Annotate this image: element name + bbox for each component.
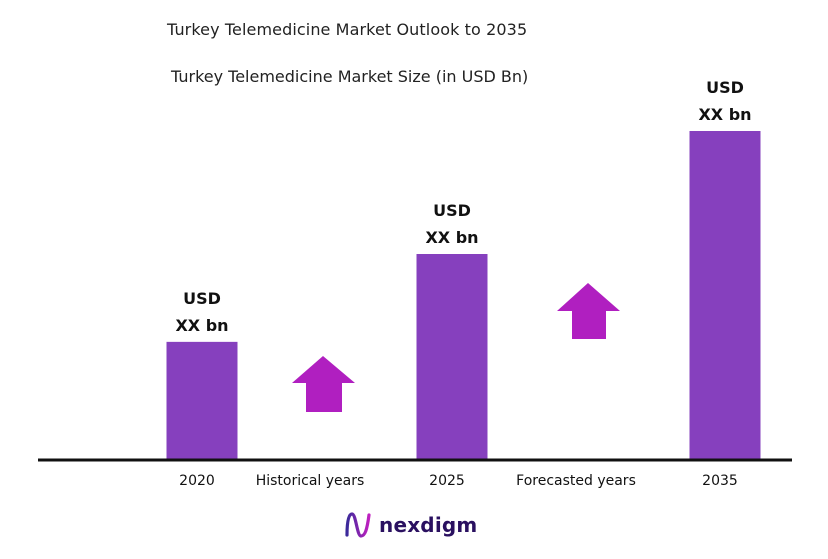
x-tick-label-2035: 2035 — [702, 473, 738, 489]
value-label-2020-line-1: USD — [183, 289, 221, 308]
value-label-2035-line-2: XX bn — [698, 105, 751, 124]
value-label-2025-line-1: USD — [433, 201, 471, 220]
value-label-2035-line-1: USD — [706, 78, 744, 97]
nexdigm-logo-icon — [345, 512, 371, 538]
historical-years-label: Historical years — [256, 473, 365, 489]
bar-2020 — [166, 341, 238, 459]
chart-subtitle: Turkey Telemedicine Market Size (in USD … — [171, 67, 529, 86]
bars-group — [166, 131, 761, 459]
value-label-2025-line-2: XX bn — [425, 228, 478, 247]
forecasted-years-label: Forecasted years — [516, 473, 636, 489]
value-labels-group: USD XX bn USD XX bn USD XX bn — [175, 78, 751, 335]
forecast-growth-arrow-icon — [557, 283, 620, 339]
chart-title: Turkey Telemedicine Market Outlook to 20… — [167, 20, 528, 39]
x-tick-label-2025: 2025 — [429, 473, 465, 489]
historical-growth-arrow-icon — [292, 356, 355, 412]
x-tick-label-2020: 2020 — [179, 473, 215, 489]
nexdigm-logo: nexdigm — [343, 509, 477, 541]
tick-labels-group: 2020 2025 2035 — [179, 473, 738, 489]
bar-2025 — [416, 254, 488, 459]
value-label-2020-line-2: XX bn — [175, 316, 228, 335]
logo-text: nexdigm — [379, 513, 478, 537]
bar-2035 — [689, 131, 761, 459]
